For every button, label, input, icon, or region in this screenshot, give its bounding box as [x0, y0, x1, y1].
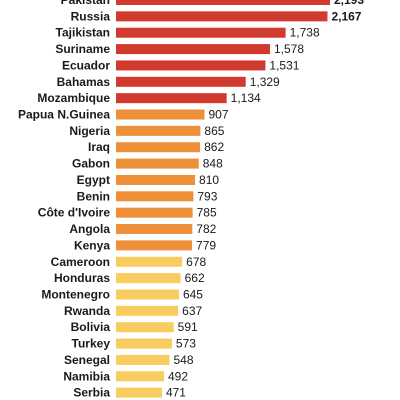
value-label: 637 — [182, 304, 202, 318]
bar — [116, 0, 330, 5]
bar — [116, 224, 193, 235]
category-label: Namibia — [63, 369, 110, 383]
category-label: Bahamas — [57, 75, 111, 89]
category-label: Nigeria — [69, 124, 110, 138]
category-label: Russia — [71, 9, 111, 23]
bar — [116, 371, 165, 382]
value-label: 662 — [185, 271, 205, 285]
bar — [116, 125, 201, 136]
bar — [116, 142, 201, 153]
bar — [116, 273, 181, 284]
category-label: Kenya — [74, 238, 110, 252]
bar — [116, 338, 172, 349]
category-label: Benin — [77, 189, 110, 203]
category-label: Turkey — [72, 337, 111, 351]
category-label: Cameroon — [51, 255, 110, 269]
bar — [116, 354, 170, 365]
bar — [116, 322, 174, 333]
category-label: Papua N.Guinea — [18, 108, 110, 122]
value-label: 1,738 — [290, 26, 320, 40]
category-label: Senegal — [64, 353, 110, 367]
category-label: Côte d'Ivoire — [38, 206, 111, 220]
category-label: Mozambique — [37, 91, 110, 105]
value-label: 848 — [203, 157, 223, 171]
value-label: 1,134 — [231, 91, 261, 105]
value-label: 782 — [196, 222, 216, 236]
bar — [116, 93, 227, 104]
value-label: 548 — [173, 353, 193, 367]
category-label: Tajikistan — [56, 26, 110, 40]
bars-group: Pakistan 2,193 Russia 2,167 Tajikistan 1,738 S… — [18, 0, 364, 400]
category-label: Bolivia — [71, 320, 111, 334]
value-label: 862 — [204, 140, 224, 154]
value-label: 645 — [183, 287, 203, 301]
bar — [116, 387, 162, 398]
value-label: 779 — [196, 238, 216, 252]
value-label: 2,193 — [334, 0, 364, 7]
bar — [116, 240, 193, 251]
category-label: Rwanda — [64, 304, 110, 318]
value-label: 471 — [166, 386, 186, 400]
category-label: Honduras — [54, 271, 110, 285]
value-label: 2,167 — [331, 9, 361, 23]
bar — [116, 289, 179, 300]
value-label: 492 — [168, 369, 188, 383]
bar — [116, 305, 179, 316]
bar — [116, 27, 286, 38]
bar — [116, 207, 193, 218]
category-label: Egypt — [77, 173, 110, 187]
category-label: Suriname — [55, 42, 110, 56]
category-label: Montenegro — [41, 287, 110, 301]
category-label: Gabon — [72, 157, 110, 171]
value-label: 865 — [204, 124, 224, 138]
value-label: 793 — [197, 189, 217, 203]
bar — [116, 174, 196, 185]
bar — [116, 109, 205, 120]
category-label: Iraq — [88, 140, 110, 154]
value-label: 1,531 — [269, 58, 299, 72]
category-label: Serbia — [73, 386, 110, 400]
value-label: 1,329 — [250, 75, 280, 89]
bar — [116, 158, 199, 169]
bar — [116, 60, 266, 71]
value-label: 591 — [178, 320, 198, 334]
bar — [116, 44, 270, 55]
category-label: Angola — [69, 222, 110, 236]
bar — [116, 76, 246, 87]
value-label: 678 — [186, 255, 206, 269]
category-label: Pakistan — [61, 0, 110, 7]
value-label: 785 — [197, 206, 217, 220]
value-label: 1,578 — [274, 42, 304, 56]
value-label: 907 — [209, 108, 229, 122]
bar — [116, 11, 328, 22]
category-label: Ecuador — [62, 58, 110, 72]
value-label: 810 — [199, 173, 219, 187]
bar — [116, 256, 183, 267]
value-label: 573 — [176, 337, 196, 351]
bar — [116, 191, 194, 202]
